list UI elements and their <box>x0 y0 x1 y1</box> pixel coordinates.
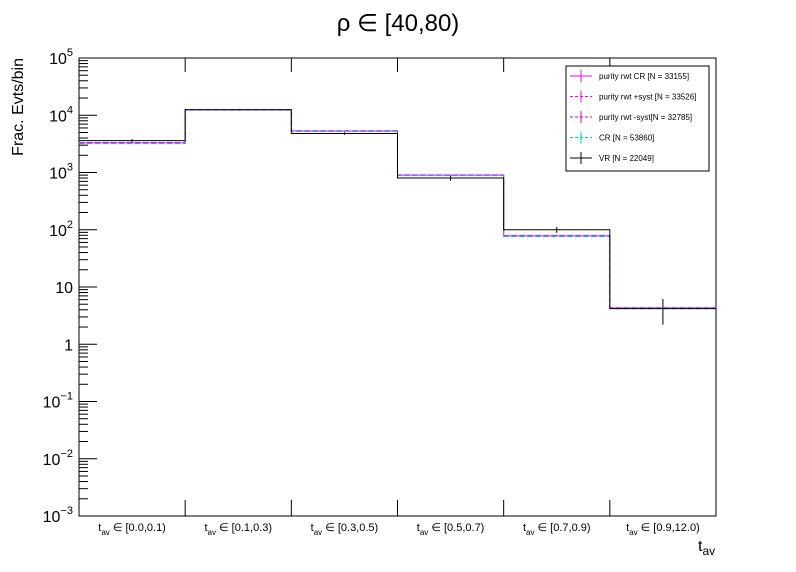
y-tick-label: 10−3 <box>43 505 73 526</box>
legend-entry: CR [N = 53860] <box>570 131 654 144</box>
y-tick-label: 10 <box>55 280 73 297</box>
y-tick-label: 10−1 <box>43 391 73 412</box>
series-4 <box>79 108 716 325</box>
x-tick-label: tav ∈ [0.3,0.5) <box>311 522 379 537</box>
y-tick-label: 103 <box>49 162 73 183</box>
x-axis-label-symbol: t <box>698 538 703 555</box>
legend-entry: purity rwt CR [N = 33155] <box>570 70 689 82</box>
x-tick-label: tav ∈ [0.9,12.0) <box>626 522 700 537</box>
x-tick-label: tav ∈ [0.5,0.7) <box>417 522 485 537</box>
legend-label: CR [N = 53860] <box>599 134 654 143</box>
svg-text:tav: tav <box>698 538 715 558</box>
y-tick-label: 10−2 <box>43 448 73 469</box>
series-line <box>79 109 716 310</box>
y-tick-label: 105 <box>49 47 73 68</box>
legend-label: purity rwt CR [N = 33155] <box>599 72 689 81</box>
legend-entry: purity rwt -syst[N = 32785] <box>570 111 692 123</box>
chart-title: ρ ∈ [40,80) <box>337 10 460 37</box>
y-tick-label: 102 <box>49 219 73 240</box>
legend-label: VR [N = 22049] <box>599 154 654 163</box>
legend: purity rwt CR [N = 33155] purity rwt +sys… <box>565 65 710 172</box>
y-tick-label: 104 <box>49 104 73 125</box>
legend-entry: purity rwt +syst [N = 33526] <box>570 90 696 103</box>
y-axis-label: Frac. Evts/bin <box>10 58 27 156</box>
legend-box <box>565 65 710 172</box>
series-layer <box>79 108 716 325</box>
x-axis-label: tav <box>698 538 715 558</box>
x-tick-label: tav ∈ [0.7,0.9) <box>523 522 591 537</box>
x-axis: tav ∈ [0.0,0.1) tav ∈ [0.1,0.3) tav ∈ [0.3… <box>98 58 700 537</box>
x-tick-label: tav ∈ [0.0,0.1) <box>98 522 166 537</box>
x-tick-label: tav ∈ [0.1,0.3) <box>204 522 272 537</box>
y-tick-label: 1 <box>64 337 73 354</box>
legend-entry: VR [N = 22049] <box>570 152 654 164</box>
legend-label: purity rwt -syst[N = 32785] <box>599 113 692 122</box>
legend-label: purity rwt +syst [N = 33526] <box>599 93 696 102</box>
y-axis: 10−3 10−2 10−1 1 10 102 103 104 105 <box>43 47 97 526</box>
x-axis-label-sub: av <box>702 544 715 558</box>
